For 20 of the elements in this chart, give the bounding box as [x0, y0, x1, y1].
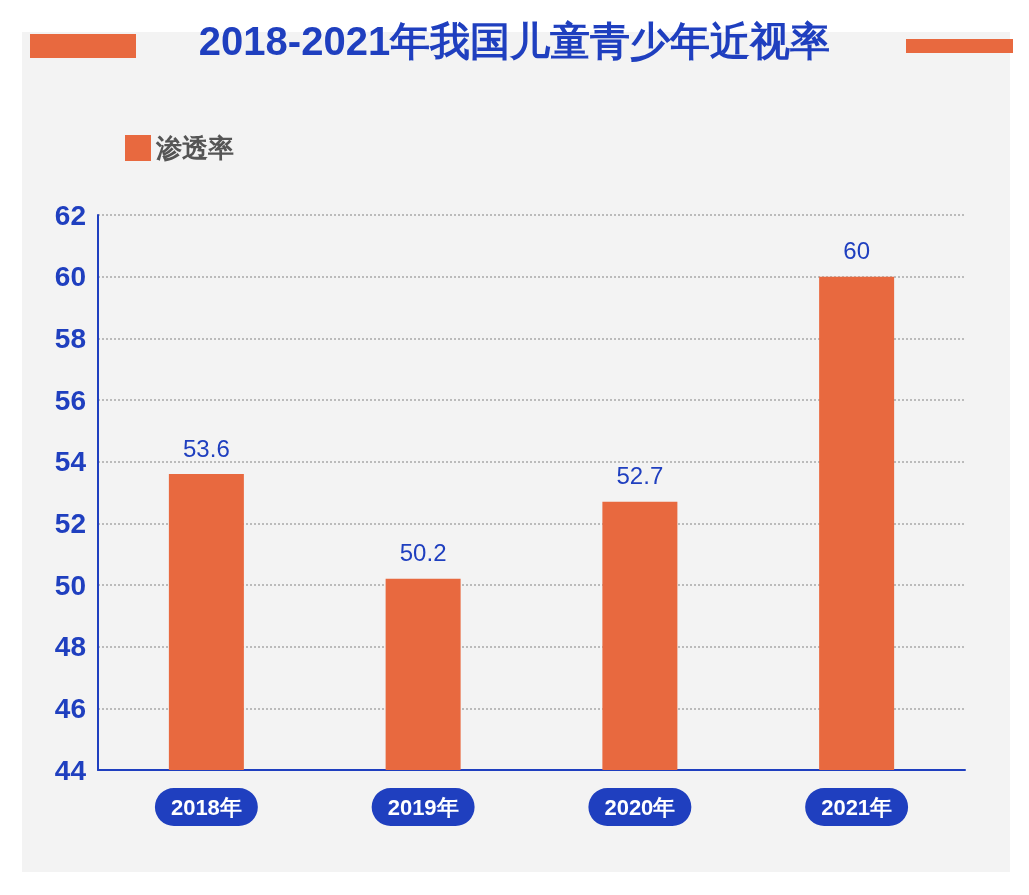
data-label: 50.2: [399, 539, 447, 567]
data-label: 52.7: [616, 462, 664, 490]
y-tick-label: 48: [54, 631, 86, 663]
x-tick-label: 2018年: [170, 794, 242, 820]
y-tick-label: 60: [54, 261, 86, 293]
y-tick-label: 50: [54, 569, 86, 601]
y-tick-label: 56: [54, 384, 86, 416]
y-tick-label: 54: [54, 446, 87, 478]
y-tick-label: 58: [54, 322, 86, 354]
y-tick-label: 62: [54, 199, 86, 231]
x-tick-label: 2021年: [821, 794, 893, 820]
chart-title: 2018-2021年我国儿童青少年近视率: [198, 19, 831, 63]
y-tick-label: 52: [54, 507, 86, 539]
data-label: 60: [843, 237, 870, 265]
y-tick-label: 44: [54, 754, 87, 786]
legend-label: 渗透率: [155, 133, 234, 163]
data-label: 53.6: [183, 434, 230, 462]
y-tick-label: 46: [54, 692, 86, 724]
x-tick-label: 2019年: [387, 794, 459, 820]
x-tick-label: 2020年: [604, 794, 676, 820]
